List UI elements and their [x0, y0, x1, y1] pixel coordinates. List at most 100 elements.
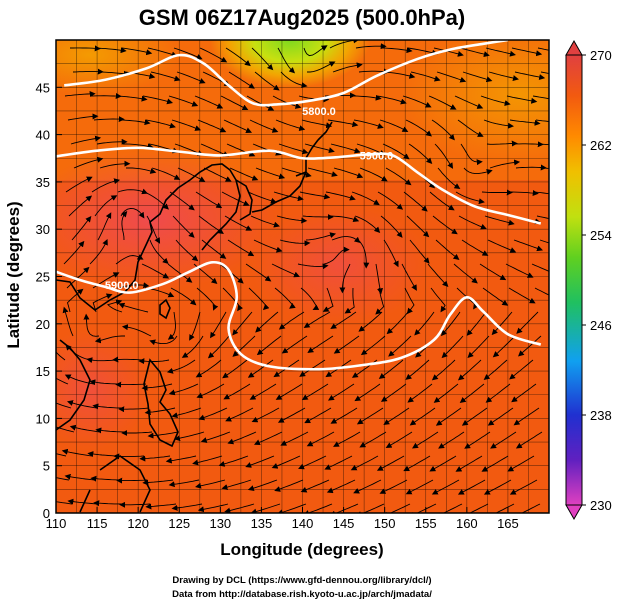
streamline [481, 189, 513, 196]
streamline [66, 288, 84, 313]
streamline [328, 383, 355, 401]
streamline [195, 359, 222, 378]
streamline [277, 407, 306, 423]
streamline [171, 407, 202, 419]
contour-label: 5900.0 [105, 280, 139, 292]
streamline [255, 311, 279, 333]
streamline [360, 335, 386, 356]
streamline [460, 143, 483, 166]
streamline [198, 215, 224, 235]
streamline [433, 383, 459, 403]
streamline [147, 47, 178, 58]
y-tick-label: 45 [36, 80, 50, 95]
streamline [532, 95, 549, 100]
streamline [404, 287, 415, 315]
x-axis-ticks: 110 115 120 125 130 135 140 145 150 155 160 165 [46, 507, 519, 531]
coastline-taiwan [159, 298, 171, 320]
streamline [438, 431, 465, 449]
coastlines [56, 121, 333, 513]
streamline [359, 167, 388, 182]
streamline [304, 407, 332, 424]
grid-lines [56, 40, 549, 513]
streamline [358, 68, 390, 75]
streamline [380, 383, 407, 402]
streamline [256, 335, 282, 356]
streamline [515, 431, 543, 449]
streamline [192, 455, 223, 466]
y-tick-label: 40 [36, 128, 50, 143]
streamline [116, 477, 148, 484]
streamline [275, 383, 303, 400]
credit-data: Data from http://database.rish.kyoto-u.a… [172, 589, 432, 600]
streamline [385, 431, 413, 448]
streamline [251, 47, 274, 71]
streamline [56, 351, 66, 361]
streamline [66, 400, 98, 409]
streamline [139, 455, 171, 462]
streamline [249, 383, 277, 400]
streamline [121, 47, 153, 56]
streamline [56, 501, 73, 505]
streamline [435, 407, 462, 426]
streamline [307, 335, 334, 354]
streamline [324, 455, 353, 470]
streamline [249, 119, 279, 133]
streamline [300, 287, 320, 311]
coastline-asia [56, 163, 241, 311]
streamline [536, 215, 549, 220]
colorbar-tick-label: 246 [590, 318, 612, 333]
streamline [327, 119, 359, 128]
streamline [145, 119, 176, 129]
streamline [167, 311, 176, 340]
streamline [515, 164, 547, 171]
streamline [403, 191, 428, 212]
streamline [68, 195, 93, 217]
streamline [96, 138, 128, 145]
streamline [514, 71, 546, 80]
y-tick-label: 30 [36, 222, 50, 237]
streamline [278, 311, 305, 330]
streamline [272, 95, 302, 109]
streamline [326, 479, 356, 494]
streamline [118, 302, 149, 313]
streamline [333, 431, 361, 447]
streamline [73, 156, 104, 169]
streamline [333, 167, 364, 179]
streamline [221, 191, 250, 206]
streamline [95, 47, 127, 54]
streamline [330, 143, 361, 154]
x-tick-label: 155 [415, 516, 437, 531]
streamline [381, 503, 411, 513]
streamline [166, 359, 196, 374]
streamline [168, 95, 199, 107]
streamline [432, 215, 458, 235]
streamline [224, 215, 253, 231]
streamline [280, 431, 309, 446]
streamline [279, 239, 311, 247]
streamline [303, 311, 331, 328]
streamline [119, 119, 151, 126]
streamline [531, 263, 549, 272]
streamline [459, 47, 490, 58]
streamline [357, 239, 370, 269]
streamline [428, 95, 457, 110]
streamline [151, 167, 181, 180]
streamline [350, 455, 379, 471]
streamline [56, 402, 72, 409]
streamline [414, 311, 435, 336]
streamline [149, 335, 178, 346]
streamline [220, 95, 249, 110]
streamline [538, 143, 549, 146]
streamline [92, 293, 113, 313]
streamline [123, 143, 154, 150]
colorbar-ticks: 230 238 246 254 262 270 [582, 48, 612, 513]
streamline [480, 95, 511, 106]
streamline [511, 47, 543, 57]
streamline [97, 212, 112, 241]
streamline [540, 71, 549, 74]
streamline [221, 479, 252, 491]
streamline [83, 313, 100, 337]
streamline [247, 479, 278, 492]
streamline [301, 119, 333, 129]
streamline [463, 167, 493, 175]
